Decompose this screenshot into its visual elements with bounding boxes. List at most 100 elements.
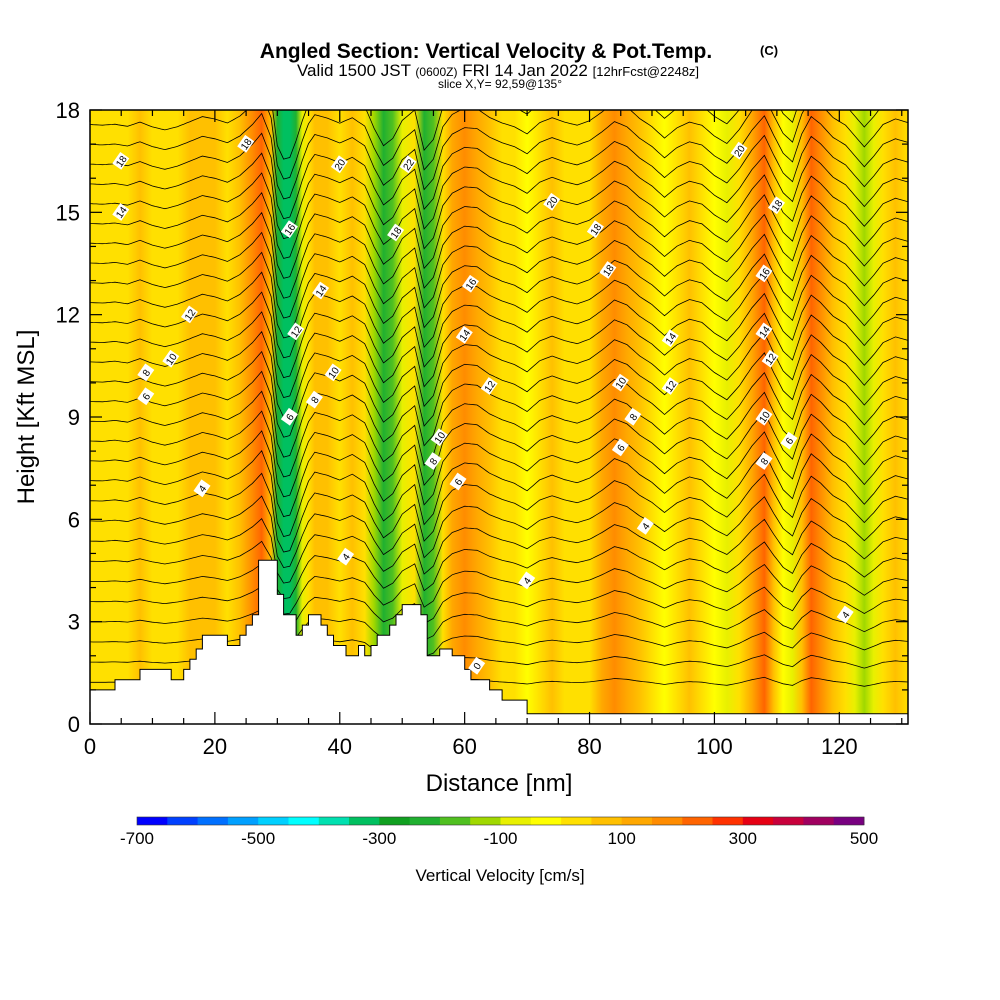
contour-label: 4 bbox=[836, 605, 854, 624]
contour-label-text: 4 bbox=[640, 521, 652, 532]
colorbar-swatch bbox=[137, 817, 168, 825]
x-tick-label: 0 bbox=[84, 734, 96, 759]
contour-label: 4 bbox=[518, 571, 536, 590]
contour-label-bg bbox=[661, 377, 679, 395]
colorbar-swatch bbox=[379, 817, 410, 825]
contour-label: 18 bbox=[586, 220, 605, 239]
contour-label-bg bbox=[324, 363, 342, 382]
y-tick-label: 9 bbox=[68, 405, 80, 430]
y-tick-label: 12 bbox=[56, 303, 80, 328]
colorbar-swatch bbox=[712, 817, 744, 825]
contour-label: 8 bbox=[424, 452, 442, 470]
contour-label: 12 bbox=[761, 349, 779, 368]
slice-info: slice X,Y= 92,59@135° bbox=[438, 77, 562, 91]
contour-label-bg bbox=[468, 656, 486, 675]
contour-label: 12 bbox=[287, 322, 305, 341]
contour-label-bg bbox=[280, 220, 298, 239]
x-axis-label: Distance [nm] bbox=[426, 770, 573, 797]
isentrope-line bbox=[90, 231, 908, 319]
contour-label-bg bbox=[112, 152, 130, 170]
y-axis-label: Height [Kft MSL] bbox=[13, 330, 40, 505]
contour-label-text: 4 bbox=[197, 483, 209, 494]
isentrope-line bbox=[90, 152, 908, 240]
colorbar-swatch bbox=[530, 817, 562, 825]
contour-label: 4 bbox=[636, 517, 654, 535]
contour-label: 6 bbox=[449, 472, 467, 491]
contour-label-text: 8 bbox=[628, 412, 640, 423]
contour-label-bg bbox=[755, 264, 773, 283]
contour-label: 18 bbox=[599, 261, 617, 279]
y-tick-label: 15 bbox=[56, 200, 80, 225]
valid-zulu: (0600Z) bbox=[415, 65, 457, 79]
contour-label-bg bbox=[387, 223, 405, 242]
contour-label-text: 8 bbox=[759, 456, 771, 467]
isentrope-line bbox=[90, 430, 908, 518]
contour-label: 14 bbox=[755, 322, 773, 341]
contour-label-bg bbox=[162, 349, 180, 368]
contour-label-bg bbox=[280, 407, 298, 426]
valid-line: Valid 1500 JST (0600Z) FRI 14 Jan 2022 [… bbox=[297, 61, 699, 80]
contour-label-bg bbox=[730, 141, 748, 160]
contour-label-bg bbox=[305, 390, 323, 409]
contour-label-bg bbox=[312, 281, 330, 300]
isentrope-line bbox=[90, 586, 908, 631]
contour-label: 20 bbox=[330, 155, 349, 174]
contour-label-bg bbox=[399, 155, 417, 174]
colorbar-swatch bbox=[167, 817, 198, 825]
contour-label: 4 bbox=[193, 479, 211, 498]
y-tick-label: 3 bbox=[68, 610, 80, 635]
contour-label: 8 bbox=[305, 390, 323, 409]
colorbar-swatch bbox=[349, 817, 380, 825]
x-tick-label: 80 bbox=[577, 734, 601, 759]
colorbar-swatch bbox=[227, 817, 259, 825]
valid-prefix: Valid 1500 JST bbox=[297, 61, 411, 80]
contour-label-text: 4 bbox=[840, 610, 852, 621]
colorbar-tick-label: -700 bbox=[120, 829, 154, 848]
chart-title: Angled Section: Vertical Velocity & Pot.… bbox=[260, 40, 712, 63]
isentrope-line bbox=[90, 132, 908, 220]
colorbar-swatch bbox=[803, 817, 835, 825]
contour-label-bg bbox=[424, 452, 442, 470]
contour-label-bg bbox=[461, 274, 480, 293]
colorbar-frame bbox=[136, 816, 865, 826]
contour-label-text: 8 bbox=[428, 456, 440, 467]
x-tick-label: 100 bbox=[696, 734, 733, 759]
contour-label: 0 bbox=[468, 656, 486, 675]
contour-label-text: 4 bbox=[522, 575, 534, 586]
contour-label-bg bbox=[586, 220, 604, 239]
contour-label-bg bbox=[137, 363, 155, 382]
colorbar-swatch bbox=[742, 817, 774, 825]
colorbar-swatch bbox=[288, 817, 320, 825]
contour-label: 12 bbox=[180, 305, 199, 324]
contour-label-bg bbox=[337, 547, 355, 566]
contour-label-text: 6 bbox=[784, 436, 796, 447]
y-tick-label: 6 bbox=[68, 507, 80, 532]
contour-label-bg bbox=[624, 407, 642, 426]
contour-label: 16 bbox=[755, 264, 773, 283]
colorbar-ticks: -700 -500 -300 -100 100 300 500 bbox=[120, 829, 878, 848]
contour-label: 12 bbox=[480, 377, 498, 395]
contour-label-text: 0 bbox=[472, 661, 484, 672]
colorbar-swatch bbox=[652, 817, 683, 825]
colorbar-swatch bbox=[561, 817, 592, 825]
y-tick-label: 0 bbox=[68, 712, 80, 737]
colorbar bbox=[136, 816, 865, 826]
colorbar-swatch bbox=[470, 817, 501, 825]
contour-label-bg bbox=[237, 134, 255, 153]
contour-label-bg bbox=[518, 571, 536, 590]
contour-label-bg bbox=[599, 261, 617, 279]
contour-label: 10 bbox=[611, 373, 630, 392]
contour-label-text: 8 bbox=[310, 395, 322, 406]
colorbar-swatch bbox=[258, 817, 289, 825]
contour-label-bg bbox=[287, 322, 305, 341]
contour-label: 14 bbox=[312, 281, 330, 300]
forecast-info: [12hrFcst@2248z] bbox=[593, 64, 699, 79]
isentrope-line bbox=[90, 251, 908, 339]
isentrope-line bbox=[90, 172, 908, 259]
colorbar-tick-label: -300 bbox=[362, 829, 396, 848]
isentrope-line bbox=[90, 271, 908, 359]
contour-label-bg bbox=[767, 196, 786, 215]
isentrope-line bbox=[90, 410, 908, 498]
contour-label-bg bbox=[611, 373, 629, 392]
